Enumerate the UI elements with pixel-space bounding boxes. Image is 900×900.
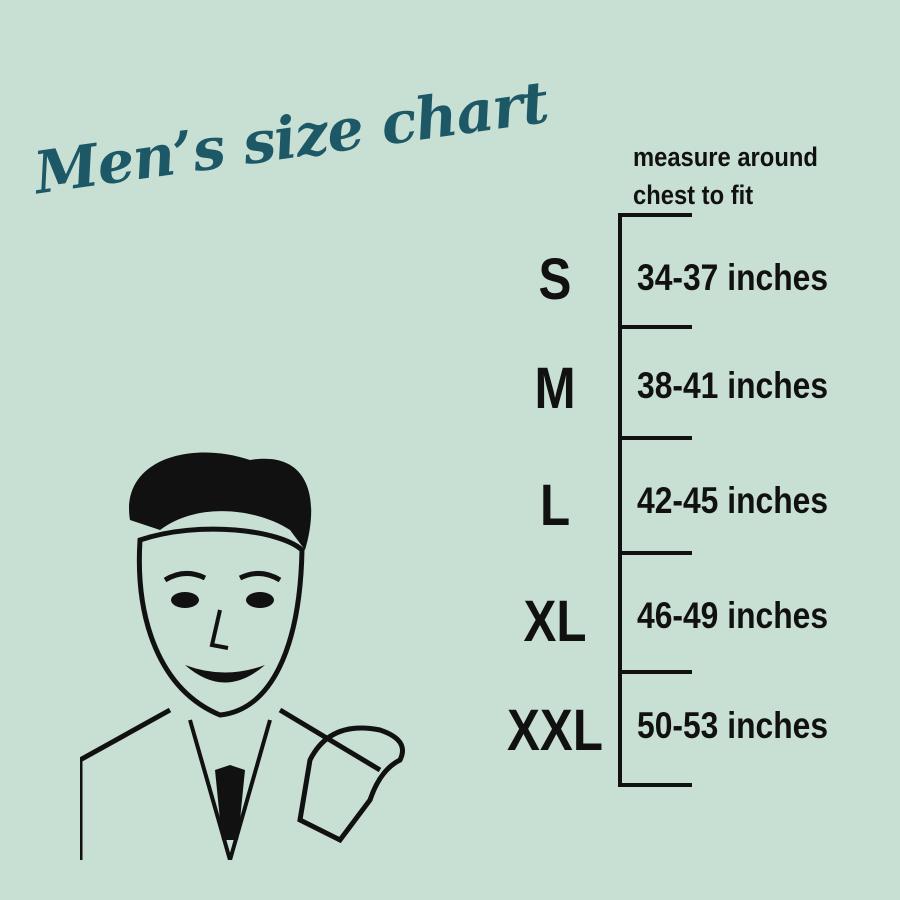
bracket-tick — [618, 783, 692, 787]
size-range-s: 34-37 inches — [637, 257, 829, 298]
size-label-s: S — [538, 247, 572, 312]
page-title: Men’s size chart — [30, 67, 552, 208]
measure-note-line2: chest to fit — [633, 180, 754, 210]
size-label-l: L — [539, 473, 571, 538]
size-bracket-line — [618, 215, 622, 787]
measure-note-line1: measure around — [633, 142, 818, 172]
size-label-xxl: XXL — [507, 698, 603, 763]
bracket-tick — [618, 551, 692, 555]
bracket-tick — [618, 436, 692, 440]
bracket-tick — [618, 670, 692, 674]
measure-note: measure around chest to fit — [633, 138, 818, 214]
size-range-xl: 46-49 inches — [637, 595, 829, 636]
retro-man-illustration — [80, 452, 405, 860]
bracket-tick — [618, 325, 692, 329]
size-range-m: 38-41 inches — [637, 365, 829, 406]
size-label-xl: XL — [523, 589, 587, 654]
size-label-m: M — [534, 356, 576, 421]
size-range-xxl: 50-53 inches — [637, 705, 829, 746]
size-range-l: 42-45 inches — [637, 480, 829, 521]
bracket-tick — [618, 213, 692, 217]
